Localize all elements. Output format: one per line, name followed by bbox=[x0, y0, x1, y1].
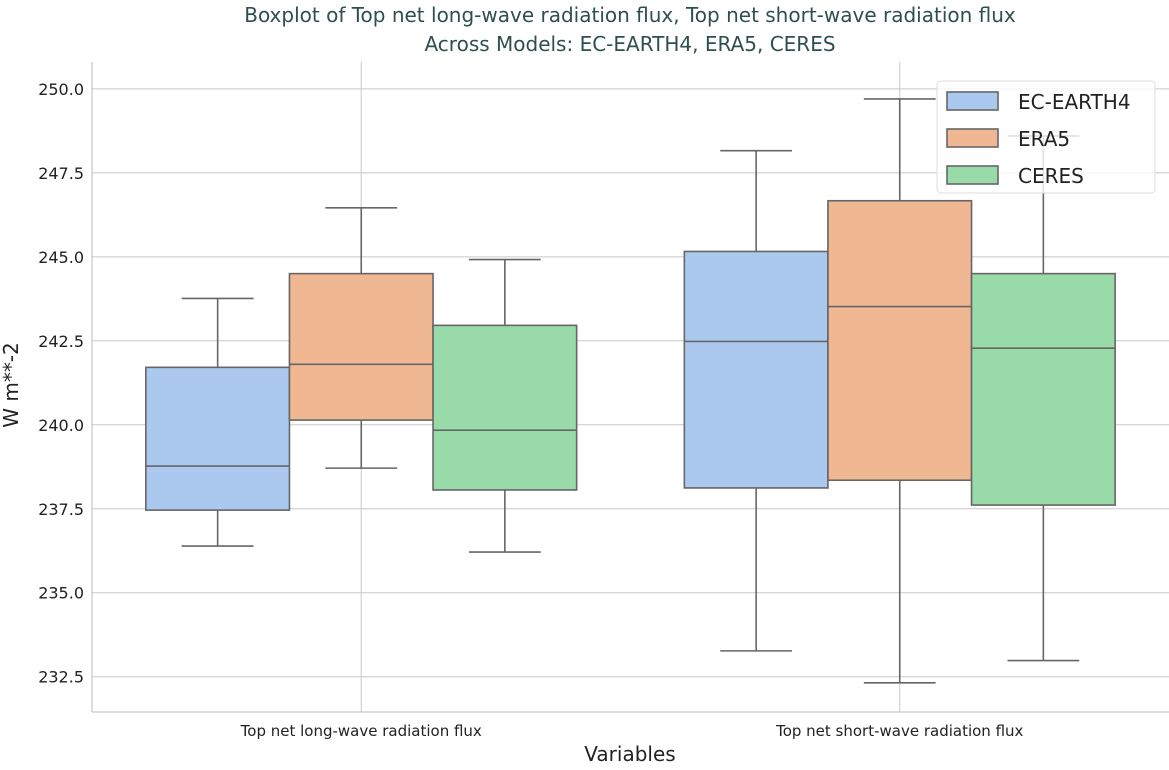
x-tick-label: Top net long-wave radiation flux bbox=[240, 722, 482, 740]
legend-swatch-ceres bbox=[946, 165, 999, 185]
box-ceres-0 bbox=[432, 258, 578, 553]
box-ec-earth4-0 bbox=[145, 297, 291, 547]
legend-label-ec-earth4: EC-EARTH4 bbox=[1018, 90, 1131, 114]
y-tick-label: 235.0 bbox=[38, 584, 84, 603]
box-ceres-1 bbox=[970, 135, 1116, 662]
y-tick-label: 237.5 bbox=[38, 500, 84, 519]
legend-swatch-era5 bbox=[946, 128, 999, 148]
y-tick-label: 247.5 bbox=[38, 164, 84, 183]
y-tick-label: 240.0 bbox=[38, 416, 84, 435]
y-tick-label: 232.5 bbox=[38, 668, 84, 687]
iqr-box bbox=[432, 324, 578, 491]
chart-title-line-1: Boxplot of Top net long-wave radiation f… bbox=[244, 3, 1016, 27]
y-axis-label: W m**-2 bbox=[0, 342, 23, 428]
iqr-box bbox=[827, 199, 973, 482]
box-era5-1 bbox=[827, 98, 973, 684]
iqr-box bbox=[288, 272, 434, 421]
iqr-box bbox=[970, 272, 1116, 506]
iqr-box bbox=[145, 366, 291, 511]
legend-label-era5: ERA5 bbox=[1018, 127, 1070, 151]
box-era5-0 bbox=[288, 206, 434, 469]
box-ec-earth4-1 bbox=[683, 149, 829, 652]
legend-label-ceres: CERES bbox=[1018, 164, 1084, 188]
chart-title-line-2: Across Models: EC-EARTH4, ERA5, CERES bbox=[424, 32, 835, 56]
y-tick-label: 245.0 bbox=[38, 248, 84, 267]
iqr-box bbox=[683, 250, 829, 489]
x-tick-label: Top net short-wave radiation flux bbox=[775, 722, 1023, 740]
legend-swatch-ec-earth4 bbox=[946, 91, 999, 111]
x-axis-label: Variables bbox=[584, 742, 675, 766]
y-tick-label: 250.0 bbox=[38, 80, 84, 99]
y-tick-label: 242.5 bbox=[38, 332, 84, 351]
